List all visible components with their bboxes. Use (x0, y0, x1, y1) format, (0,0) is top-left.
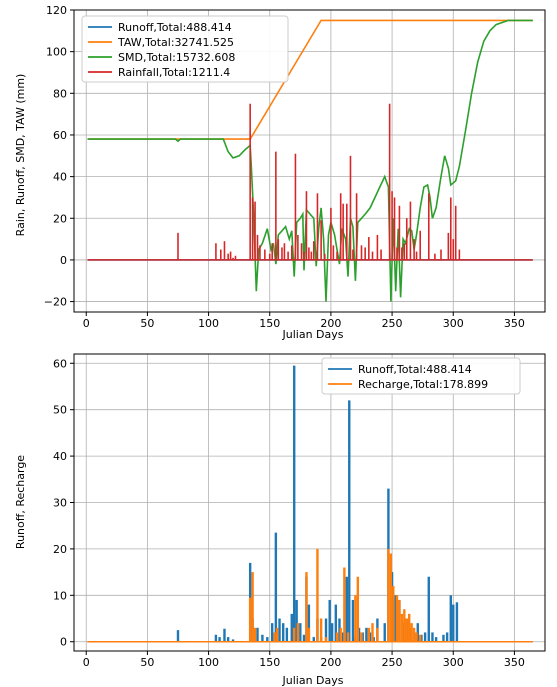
legend-label: Runoff,Total:488.414 (358, 363, 472, 376)
legend-label: TAW,Total:32741.525 (117, 36, 234, 49)
y-axis-label: Rain, Runoff, SMD, TAW (mm) (14, 74, 27, 237)
x-tick-label: 50 (140, 317, 154, 330)
y-tick-label: 0 (60, 254, 67, 267)
y-tick-label: 40 (53, 171, 67, 184)
x-tick-label: 50 (140, 656, 154, 669)
x-tick-label: 100 (198, 656, 219, 669)
chart-rain-runoff-smd-taw: 0 50 100 150 200 250 300 350 −20 0 20 40 60 80 100 120 R… (14, 4, 546, 340)
x-tick-label: 200 (320, 317, 341, 330)
x-tick-label: 0 (83, 317, 90, 330)
y-axis-label: Runoff, Recharge (14, 455, 27, 549)
y-tick-label: 0 (60, 636, 67, 649)
x-tick-label: 100 (198, 317, 219, 330)
axes-frame (73, 9, 546, 313)
y-tick-label: 80 (53, 87, 67, 100)
x-tick-label: 300 (443, 317, 464, 330)
legend-label: SMD,Total:15732.608 (118, 51, 235, 64)
y-tick-label: 20 (53, 543, 67, 556)
y-tick-label: 40 (53, 450, 67, 463)
x-tick-label: 300 (443, 656, 464, 669)
x-tick-label: 350 (504, 317, 525, 330)
legend: Runoff,Total:488.414 Recharge,Total:178.8… (321, 357, 521, 395)
y-tick-label: 10 (53, 589, 67, 602)
y-tick-label: 100 (46, 46, 67, 59)
y-tick-label: −20 (44, 296, 67, 309)
y-tick-label: 60 (53, 129, 67, 142)
legend-box (81, 15, 289, 83)
x-tick-label: 200 (320, 656, 341, 669)
x-tick-label: 150 (259, 656, 280, 669)
plot-area: 0 50 100 150 200 250 300 350 −20 0 20 40 60 80 100 120 R… (44, 4, 546, 330)
legend-label: Runoff,Total:488.414 (118, 21, 232, 34)
y-tick-label: 60 (53, 357, 67, 370)
x-axis-label: Julian Days (282, 328, 344, 340)
y-tick-label: 120 (46, 4, 67, 17)
plot-area: 0 50 100 150 200 250 300 350 0 10 20 30 40 50 60 Runoff… (53, 353, 546, 669)
legend: Runoff,Total:488.414 TAW,Total:32741.525 S… (81, 15, 289, 83)
chart-runoff-recharge: 0 50 100 150 200 250 300 350 0 10 20 30 40 50 60 Runoff… (14, 353, 546, 687)
x-tick-label: 250 (382, 656, 403, 669)
x-tick-label: 150 (259, 317, 280, 330)
x-tick-label: 350 (504, 656, 525, 669)
legend-label: Recharge,Total:178.899 (358, 378, 488, 391)
y-tick-label: 30 (53, 497, 67, 510)
y-tick-label: 50 (53, 404, 67, 417)
legend-box (321, 357, 521, 395)
series-line-2 (87, 19, 533, 302)
x-tick-label: 250 (382, 317, 403, 330)
x-tick-label: 0 (83, 656, 90, 669)
y-tick-label: 20 (53, 212, 67, 225)
legend-label: Rainfall,Total:1211.4 (118, 66, 230, 79)
x-axis-label: Julian Days (282, 674, 344, 687)
